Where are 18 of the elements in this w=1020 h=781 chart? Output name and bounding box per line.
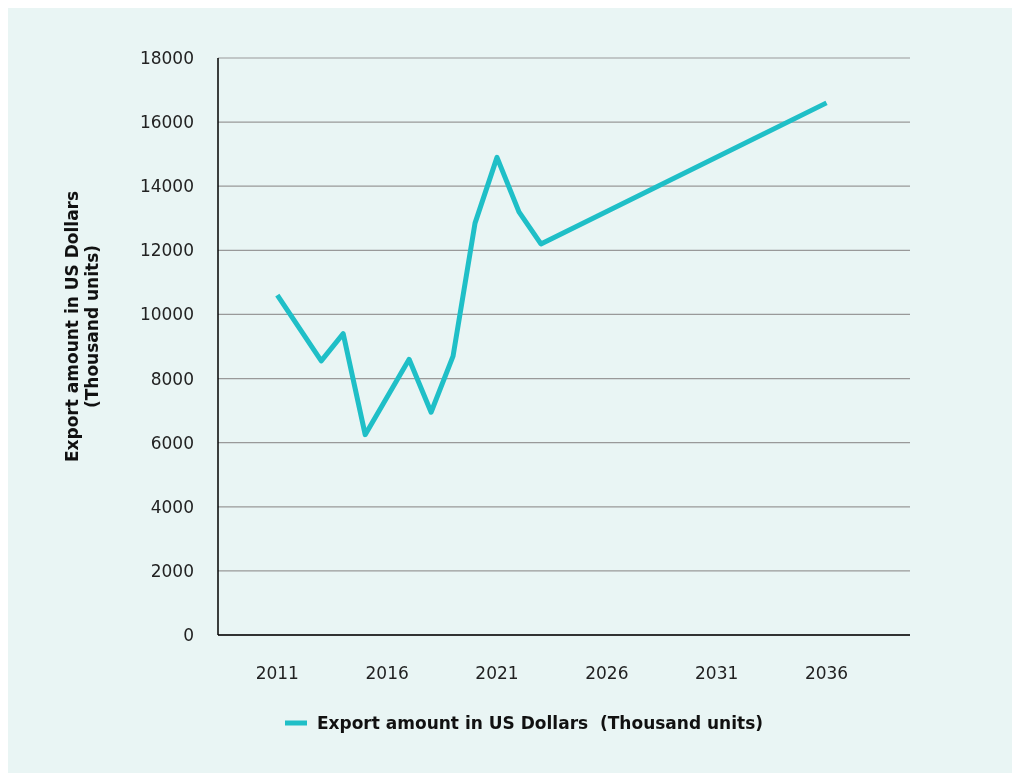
y-tick-label: 18000 [139,48,194,69]
y-tick-label: 16000 [139,112,194,133]
x-tick-label: 2011 [255,663,299,684]
y-axis-title: Export amount in US Dollars (Thousand units) [62,190,102,463]
y-tick-label: 8000 [150,368,194,389]
y-tick-label: 0 [183,625,194,646]
legend-label: Export amount in US Dollars (Thousand units) [316,713,764,733]
y-tick-label: 14000 [139,176,194,197]
y-tick-label: 10000 [139,304,194,325]
y-tick-label: 2000 [150,560,194,581]
y-tick-label: 12000 [139,240,194,261]
x-tick-label: 2021 [475,663,519,684]
x-tick-label: 2026 [585,663,629,684]
x-tick-label: 2016 [365,663,409,684]
x-tick-label: 2036 [804,663,849,684]
y-tick-label: 6000 [150,432,194,453]
x-tick-label: 2031 [695,663,739,684]
y-tick-label: 4000 [150,496,194,517]
